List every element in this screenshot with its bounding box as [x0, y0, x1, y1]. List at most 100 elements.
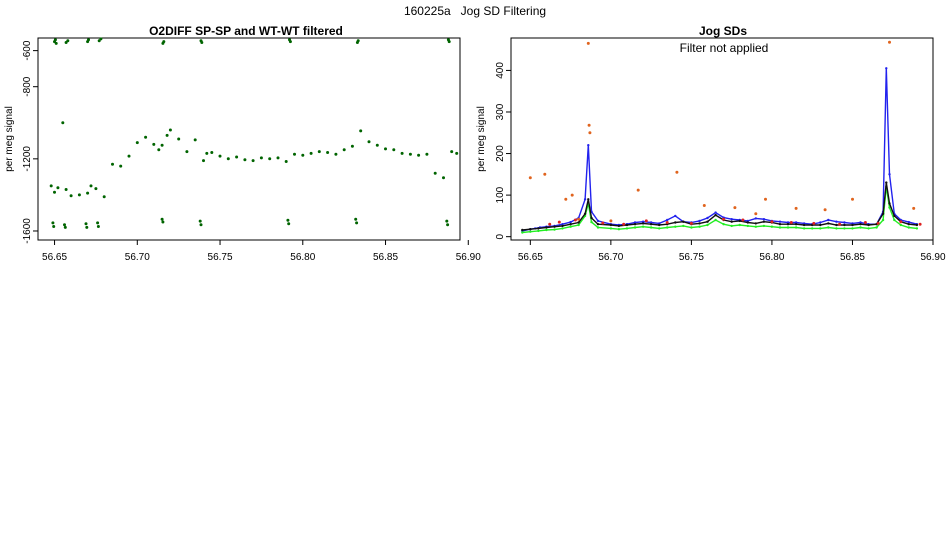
panel-o2diff-data-point — [165, 133, 169, 137]
panel-o2diff-data-point — [99, 37, 103, 41]
panel-jog-sds-data-point — [588, 131, 592, 135]
panel-jog-sds-data-point — [577, 221, 580, 224]
panel-jog-sds-data-point — [649, 221, 653, 224]
panel-jog-sds-data-point — [835, 227, 838, 230]
panel-o2diff-data-point — [160, 143, 164, 147]
panel-jog-sds-data-point — [590, 216, 593, 220]
panel-jog-sds-frame — [510, 37, 934, 241]
panel-jog-sds-data-point — [590, 220, 593, 224]
panel-jog-sds-data-point — [762, 224, 766, 228]
panel-o2diff-data-point — [162, 40, 166, 44]
panel-jog-sds-data-point — [561, 224, 564, 228]
panel-o2diff-xtick-label: 56.80 — [290, 252, 315, 263]
panel-jog-sds-xtick-label: 56.75 — [679, 252, 704, 263]
panel-jog-sds-data-point — [528, 176, 532, 180]
panel-o2diff-data-point — [350, 144, 354, 148]
panel-o2diff-title: O2DIFF SP-SP and WT-WT filtered — [149, 24, 343, 38]
panel-jog-sds-data-point — [915, 227, 919, 230]
panel-jog-sds-data-point — [733, 206, 737, 210]
panel-o2diff-data-point — [177, 137, 181, 141]
panel-o2diff-data-point — [111, 162, 114, 166]
panel-jog-sds-data-point — [596, 219, 600, 223]
panel-o2diff-data-point — [276, 156, 280, 160]
panel-o2diff-ytick-label: -1200 — [22, 146, 33, 172]
panel-jog-sds-xtick-label: 56.65 — [518, 252, 543, 263]
panel-jog-sds-data-point — [827, 226, 830, 229]
panel-jog-sds-ytick-label: 100 — [495, 186, 506, 203]
panel-jog-sds-data-point — [644, 219, 648, 223]
panel-jog-sds-data-point — [827, 218, 830, 222]
panel-o2diff-data-point — [218, 154, 222, 158]
panel-jog-sds-data-point — [823, 208, 827, 212]
panel-o2diff-data-point — [293, 152, 296, 156]
panel-jog-sds-data-point — [714, 211, 717, 214]
panel-jog-sds-data-point — [888, 40, 891, 44]
panel-jog-sds-data-point — [762, 218, 766, 221]
panel-o2diff-data-point — [102, 195, 106, 199]
panel-o2diff-data-point — [157, 148, 161, 152]
panel-o2diff-data-point — [84, 222, 88, 226]
panel-jog-sds-data-point — [583, 212, 587, 215]
panel-jog-sds-data-point — [888, 206, 891, 209]
panel-o2diff-data-point — [356, 39, 360, 43]
panel-o2diff-data-point — [69, 194, 73, 198]
panel-jog-sds-data-point — [698, 222, 701, 225]
panel-jog-sds-data-point — [609, 219, 613, 223]
panel-jog-sds-data-point — [529, 230, 532, 233]
panel-o2diff-data-point — [96, 225, 100, 228]
panel-o2diff-data-point — [243, 158, 247, 162]
panel-o2diff-data-point — [61, 121, 65, 125]
panel-o2diff-data-point — [455, 151, 459, 155]
panel-jog-sds-data-point — [690, 226, 693, 229]
panel-jog-sds-data-point — [633, 223, 637, 226]
panel-jog-sds-data-point — [665, 221, 669, 224]
panel-o2diff-data-point — [202, 159, 205, 163]
panel-jog-sds-data-point — [819, 221, 822, 224]
panel-o2diff-data-point — [135, 141, 139, 145]
panel-jog-sds-data-point — [907, 226, 910, 229]
panel-jog-sds-data-point — [586, 41, 590, 45]
panel-o2diff-data-point — [384, 147, 387, 151]
panel-jog-sds-data-point — [876, 221, 880, 225]
panel-jog-sds-data-point — [843, 223, 846, 227]
figure-title: 160225a Jog SD Filtering — [403, 4, 547, 18]
panel-o2diff-data-point — [51, 221, 55, 225]
panel-jog-sds-data-point — [907, 220, 910, 224]
panel-jog-sds-data-point — [577, 223, 580, 227]
panel-jog-sds-data-point — [835, 223, 838, 227]
panel-o2diff-data-point — [85, 225, 89, 229]
panel-o2diff-data-point — [433, 171, 437, 175]
panel-jog-sds-data-point — [682, 224, 685, 228]
panel-o2diff-data-point — [53, 38, 57, 42]
panel-jog-sds-data-point — [885, 181, 888, 184]
panel-jog-sds-data-point — [564, 197, 568, 201]
panel-jog-sds-data-point — [859, 221, 862, 224]
panel-jog-sds-data-point — [754, 217, 757, 220]
panel-jog-sds-data-point — [754, 212, 758, 216]
panel-jog-sds-data-point — [851, 197, 854, 201]
panel-o2diff-data-point — [447, 40, 451, 44]
panel-o2diff-data-point — [317, 150, 321, 154]
panel-jog-sds-data-point — [649, 223, 653, 226]
panel-jog-sds-data-point — [674, 225, 677, 228]
panel-jog-sds-data-point — [537, 229, 540, 233]
panel-o2diff-data-point — [52, 225, 56, 228]
panel-jog-sds-data-point — [778, 220, 782, 223]
panel-jog-sds-data-point — [617, 224, 621, 228]
panel-jog-sds-data-point — [561, 223, 564, 226]
panel-o2diff-data-point — [77, 193, 81, 197]
panel-o2diff-data-point — [198, 219, 202, 223]
panel-o2diff-data-point — [235, 155, 239, 159]
panel-jog-sds-data-point — [561, 227, 564, 230]
panel-jog-sds-data-point — [764, 197, 767, 201]
panel-o2diff-data-point — [287, 222, 291, 226]
panel-jog-sds-data-point — [812, 221, 816, 225]
panel-jog-sds-data-point — [907, 223, 910, 226]
panel-o2diff-data-point — [268, 157, 272, 161]
panel-jog-sds-data-point — [754, 225, 757, 228]
panel-jog-sds-data-point — [863, 221, 867, 224]
panel-o2diff-ytick-label: -1600 — [22, 218, 33, 244]
panel-jog-sds-data-point — [851, 223, 854, 227]
filter-annotation: Filter not applied — [680, 41, 769, 55]
panel-jog-sds-data-point — [754, 222, 757, 225]
